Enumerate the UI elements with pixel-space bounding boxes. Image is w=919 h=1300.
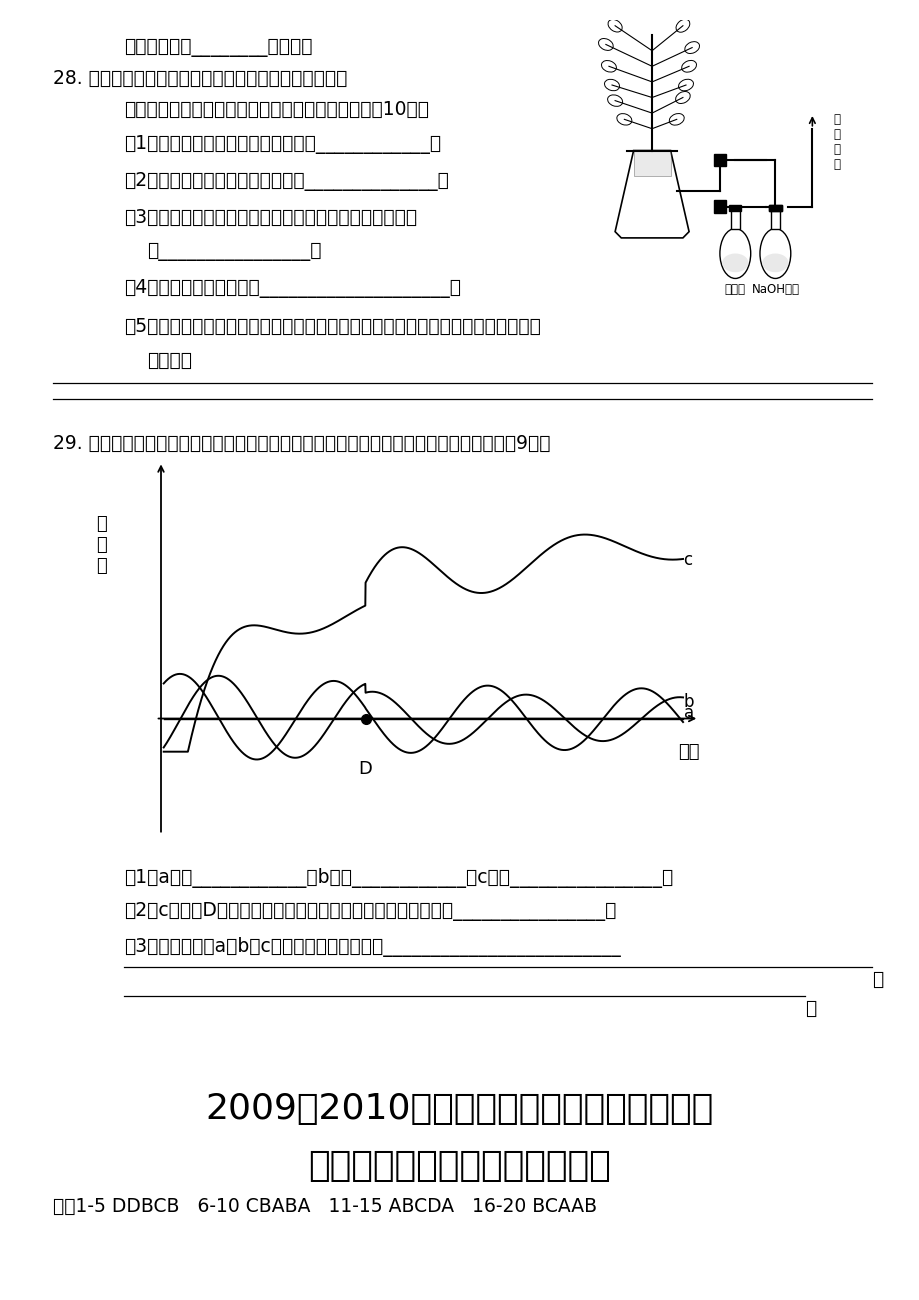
- Text: （2）c曲线在D点以前的某一段时间内其数目急剑下降的原因是________________。: （2）c曲线在D点以前的某一段时间内其数目急剑下降的原因是___________…: [124, 902, 616, 922]
- Text: （2）在实验中使用石灰水的目的是______________。: （2）在实验中使用石灰水的目的是______________。: [124, 172, 448, 191]
- Polygon shape: [713, 200, 725, 213]
- Ellipse shape: [616, 113, 631, 125]
- Polygon shape: [768, 205, 781, 212]
- Text: 是________________。: 是________________。: [147, 242, 322, 261]
- Text: （5）如果利用本植株来验证植物的叶片是植物蒸腾失水的主要部位，请写出你的设: （5）如果利用本植株来验证植物的叶片是植物蒸腾失水的主要部位，请写出你的设: [124, 317, 540, 337]
- Polygon shape: [615, 151, 688, 238]
- Ellipse shape: [598, 39, 613, 51]
- Text: 时间: 时间: [677, 744, 698, 762]
- Text: 2009－2010学年第一学期期末教学质量检测: 2009－2010学年第一学期期末教学质量检测: [206, 1092, 713, 1126]
- Ellipse shape: [675, 20, 689, 32]
- Text: 底分解时需要________的参与。: 底分解时需要________的参与。: [124, 38, 312, 57]
- Polygon shape: [729, 205, 741, 212]
- Ellipse shape: [721, 254, 747, 272]
- Polygon shape: [768, 205, 781, 212]
- Text: a: a: [683, 703, 693, 722]
- Ellipse shape: [668, 113, 684, 125]
- Polygon shape: [730, 209, 739, 229]
- Text: 。: 。: [871, 970, 882, 989]
- Text: c: c: [683, 551, 692, 568]
- Text: 29. 下列表示一个生态系统中的树林、植食性昆虫和食虫鸟数量发生变化时的相对曲线。（9分）: 29. 下列表示一个生态系统中的树林、植食性昆虫和食虫鸟数量发生变化时的相对曲线…: [53, 434, 550, 452]
- Ellipse shape: [601, 61, 616, 72]
- Ellipse shape: [681, 60, 696, 73]
- Ellipse shape: [604, 79, 618, 91]
- Ellipse shape: [720, 229, 750, 278]
- Polygon shape: [713, 153, 725, 166]
- Ellipse shape: [678, 79, 693, 91]
- Text: NaOH溶液: NaOH溶液: [751, 283, 799, 296]
- Ellipse shape: [607, 20, 621, 32]
- Text: D: D: [358, 760, 372, 777]
- Text: （3）图上所示的a、b、c曲线的相关变化说明了_________________________: （3）图上所示的a、b、c曲线的相关变化说明了_________________…: [124, 937, 620, 957]
- Text: （1）该实验探究的光合作用的原料是____________。: （1）该实验探究的光合作用的原料是____________。: [124, 135, 441, 155]
- Text: （3）进行实验之前需要把植株放在黑暗处一昼夜，其目的: （3）进行实验之前需要把植株放在黑暗处一昼夜，其目的: [124, 208, 417, 227]
- Ellipse shape: [762, 254, 788, 272]
- Polygon shape: [633, 151, 670, 176]
- Polygon shape: [770, 209, 779, 229]
- Text: 空
气
入
口: 空 气 入 口: [833, 113, 840, 172]
- Text: 计方案。: 计方案。: [147, 351, 192, 370]
- Ellipse shape: [759, 229, 790, 278]
- Text: 石灰水: 石灰水: [724, 283, 745, 296]
- Text: （4）本实验的对照实验是____________________。: （4）本实验的对照实验是____________________。: [124, 280, 460, 299]
- Text: 一、1-5 DDBCB   6-10 CBABA   11-15 ABCDA   16-20 BCAAB: 一、1-5 DDBCB 6-10 CBABA 11-15 ABCDA 16-20…: [53, 1197, 596, 1217]
- Text: 28. 把右图所示的实验装置放在阳光下，以探究植物进行: 28. 把右图所示的实验装置放在阳光下，以探究植物进行: [53, 69, 347, 88]
- Text: （1）a代表____________；b代表____________；c代表________________。: （1）a代表____________；b代表____________；c代表__…: [124, 868, 673, 888]
- Text: 。: 。: [804, 998, 815, 1018]
- Text: 七年级生物（人教版）参考答案: 七年级生物（人教版）参考答案: [308, 1149, 611, 1183]
- Ellipse shape: [675, 91, 689, 104]
- Ellipse shape: [607, 95, 622, 107]
- Text: 个
体
数: 个 体 数: [96, 515, 107, 575]
- Text: b: b: [683, 693, 693, 711]
- Ellipse shape: [684, 42, 698, 53]
- Text: 光合作用必需的某种原料。请分析回答下列问题。（10分）: 光合作用必需的某种原料。请分析回答下列问题。（10分）: [124, 100, 429, 120]
